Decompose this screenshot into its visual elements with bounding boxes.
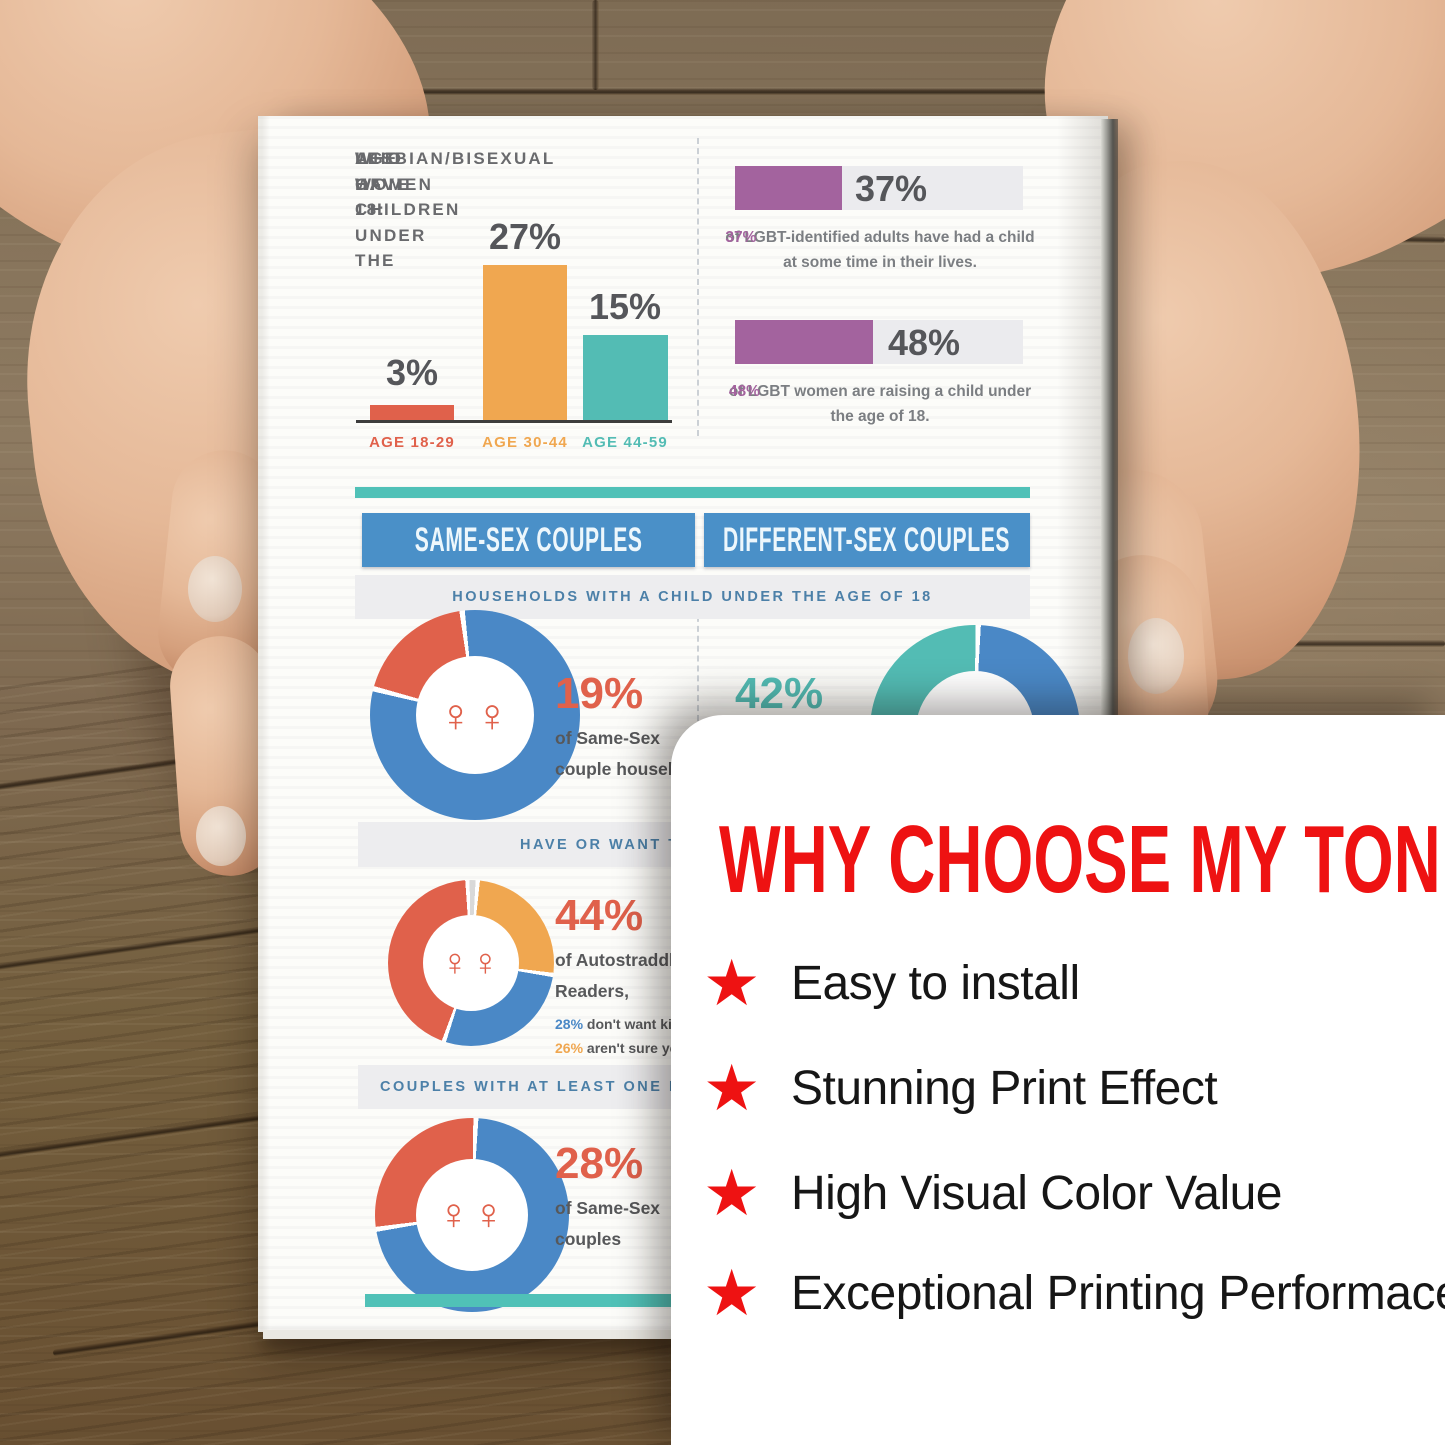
star-icon: ★ <box>703 1052 761 1124</box>
bar-value-label: 15% <box>588 286 662 327</box>
wood-plank-seam <box>0 88 1445 95</box>
fingernail <box>188 556 242 622</box>
donut-chart-28: ♀♀ <box>375 1118 569 1312</box>
female-female-icon: ♀♀ <box>438 689 512 741</box>
dashed-column-divider <box>697 606 699 721</box>
feature-text: Exceptional Printing Performace <box>791 1266 1445 1320</box>
star-icon: ★ <box>703 1257 761 1329</box>
wood-plank-seam <box>592 0 599 90</box>
bar-age-18-29 <box>370 404 454 422</box>
feature-text: Easy to install <box>791 956 1080 1010</box>
stat-bar-48 <box>735 320 1023 364</box>
star-icon: ★ <box>703 947 761 1019</box>
donut-44-text: 44% of Autostraddle Readers, 28% don't w… <box>555 891 689 1056</box>
bar-value-label: 27% <box>488 216 562 257</box>
bar-value-label: 3% <box>385 352 439 393</box>
bar-age-44-59 <box>583 335 668 422</box>
stat-bar-37 <box>735 166 1023 210</box>
list-item: ★ High Visual Color Value <box>703 1157 1283 1229</box>
header-same-sex-couples: SAME-SEX COUPLES <box>362 513 695 567</box>
wood-plank-seam <box>1240 640 1445 647</box>
list-item: ★ Easy to install <box>703 947 1080 1019</box>
fingernail <box>196 806 246 866</box>
axis-category-label: AGE 18-29 <box>369 434 455 451</box>
donut-28-text: 28% of Same-Sex couples <box>555 1139 661 1250</box>
donut-chart-19: ♀♀ <box>370 610 580 820</box>
female-female-icon: ♀♀ <box>440 941 502 984</box>
bar-age-30-44 <box>483 265 567 422</box>
bar-chart-axis <box>356 420 672 423</box>
axis-category-label: AGE 44-59 <box>582 434 668 451</box>
feature-text: Stunning Print Effect <box>791 1061 1218 1115</box>
card-title: WHY CHOOSE MY TONER <box>719 806 1445 913</box>
fingernail <box>1128 618 1184 694</box>
female-female-icon: ♀♀ <box>437 1190 507 1239</box>
band-households: HOUSEHOLDS WITH A CHILD UNDER THE AGE OF… <box>355 575 1030 619</box>
stat-caption: 37% of LGBT-identified adults have had a… <box>725 229 1035 271</box>
marketing-overlay-card: WHY CHOOSE MY TONER ★ Easy to install ★ … <box>671 715 1445 1445</box>
stat-bar-value: 37% <box>855 168 928 209</box>
feature-text: High Visual Color Value <box>791 1166 1283 1220</box>
header-different-sex-couples: DIFFERENT-SEX COUPLES <box>704 513 1030 567</box>
list-item: ★ Stunning Print Effect <box>703 1052 1218 1124</box>
list-item: ★ Exceptional Printing Performace <box>703 1257 1445 1329</box>
page-stack-edge <box>1101 119 1118 717</box>
axis-category-label: AGE 30-44 <box>482 434 568 451</box>
page-stack-bottom-edge <box>263 1330 675 1339</box>
star-icon: ★ <box>703 1157 761 1229</box>
donut-chart-44: ♀♀ <box>388 880 554 1046</box>
bar-chart: 3% 27% 15% <box>258 116 1108 422</box>
stat-bar-value: 48% <box>888 322 961 363</box>
stat-caption: 48% of LGBT women are raising a child un… <box>728 383 1032 425</box>
teal-divider-strip <box>355 487 1030 498</box>
dashed-column-divider <box>697 138 699 436</box>
